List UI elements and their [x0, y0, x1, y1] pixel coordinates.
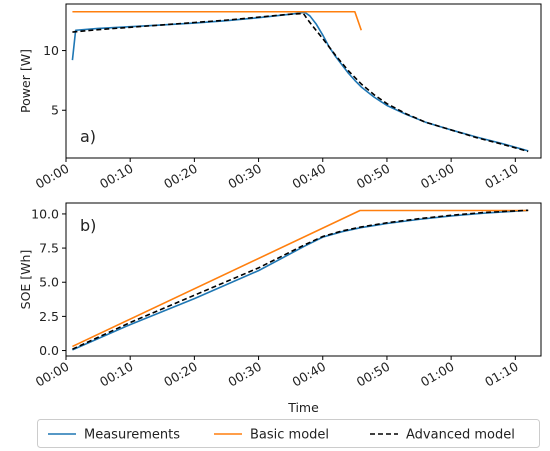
- x-tick-label: 00:40: [290, 359, 329, 390]
- x-tick-label: 00:50: [354, 359, 393, 390]
- x-tick-label: 00:50: [354, 161, 393, 192]
- x-tick-label: 00:10: [97, 161, 136, 192]
- legend: Measurements Basic model Advanced model: [37, 419, 540, 448]
- x-tick-label: 01:10: [482, 161, 521, 192]
- x-axis-title: Time: [287, 400, 319, 415]
- legend-label: Measurements: [84, 428, 180, 443]
- panel-b: 0.0 2.5 5.0 7.5 10.0 00:00 00:10 00:20 00:30 00:4…: [18, 202, 542, 415]
- legend-label: Advanced model: [406, 428, 515, 443]
- x-tick-label: 01:00: [418, 161, 457, 192]
- series-line-basic-model: [72, 209, 529, 348]
- x-tick-label: 01:10: [482, 359, 521, 390]
- x-tick-label: 00:30: [225, 359, 264, 390]
- y-tick-label: 7.5: [39, 241, 59, 256]
- plot-frame: [65, 202, 542, 357]
- x-tick-label: 00:00: [33, 359, 72, 390]
- x-tick-label: 00:30: [225, 161, 264, 192]
- y-tick-label: 5.0: [39, 275, 59, 290]
- y-tick-label: 5: [51, 103, 59, 118]
- y-tick-label: 0.0: [39, 343, 59, 358]
- series-line-basic-model: [72, 10, 363, 31]
- series-line-measurements: [72, 209, 529, 351]
- x-tick-label: 00:40: [290, 161, 329, 192]
- panel-label: a): [80, 127, 96, 146]
- panel-a: 5 10 00:00 00:10 00:20 00:30 00:40 00:50 01:00 01…: [18, 3, 542, 192]
- y-tick-label: 10.0: [31, 206, 59, 221]
- y-tick-label: 2.5: [39, 309, 59, 324]
- x-tick-label: 00:20: [161, 161, 200, 192]
- y-axis-title: Power [W]: [18, 49, 33, 113]
- y-tick-label: 10: [43, 43, 59, 58]
- x-tick-label: 01:00: [418, 359, 457, 390]
- panel-label: b): [80, 216, 96, 235]
- x-tick-label: 00:10: [97, 359, 136, 390]
- y-axis-title: SOE [Wh]: [18, 250, 33, 310]
- series-line-advanced-model: [72, 12, 529, 153]
- legend-box: [37, 419, 540, 448]
- x-tick-label: 00:00: [33, 161, 72, 192]
- plot-frame: [65, 3, 542, 159]
- series-line-measurements: [71, 11, 529, 152]
- x-tick-label: 00:20: [161, 359, 200, 390]
- series-line-advanced-model: [72, 209, 529, 350]
- legend-label: Basic model: [250, 428, 329, 443]
